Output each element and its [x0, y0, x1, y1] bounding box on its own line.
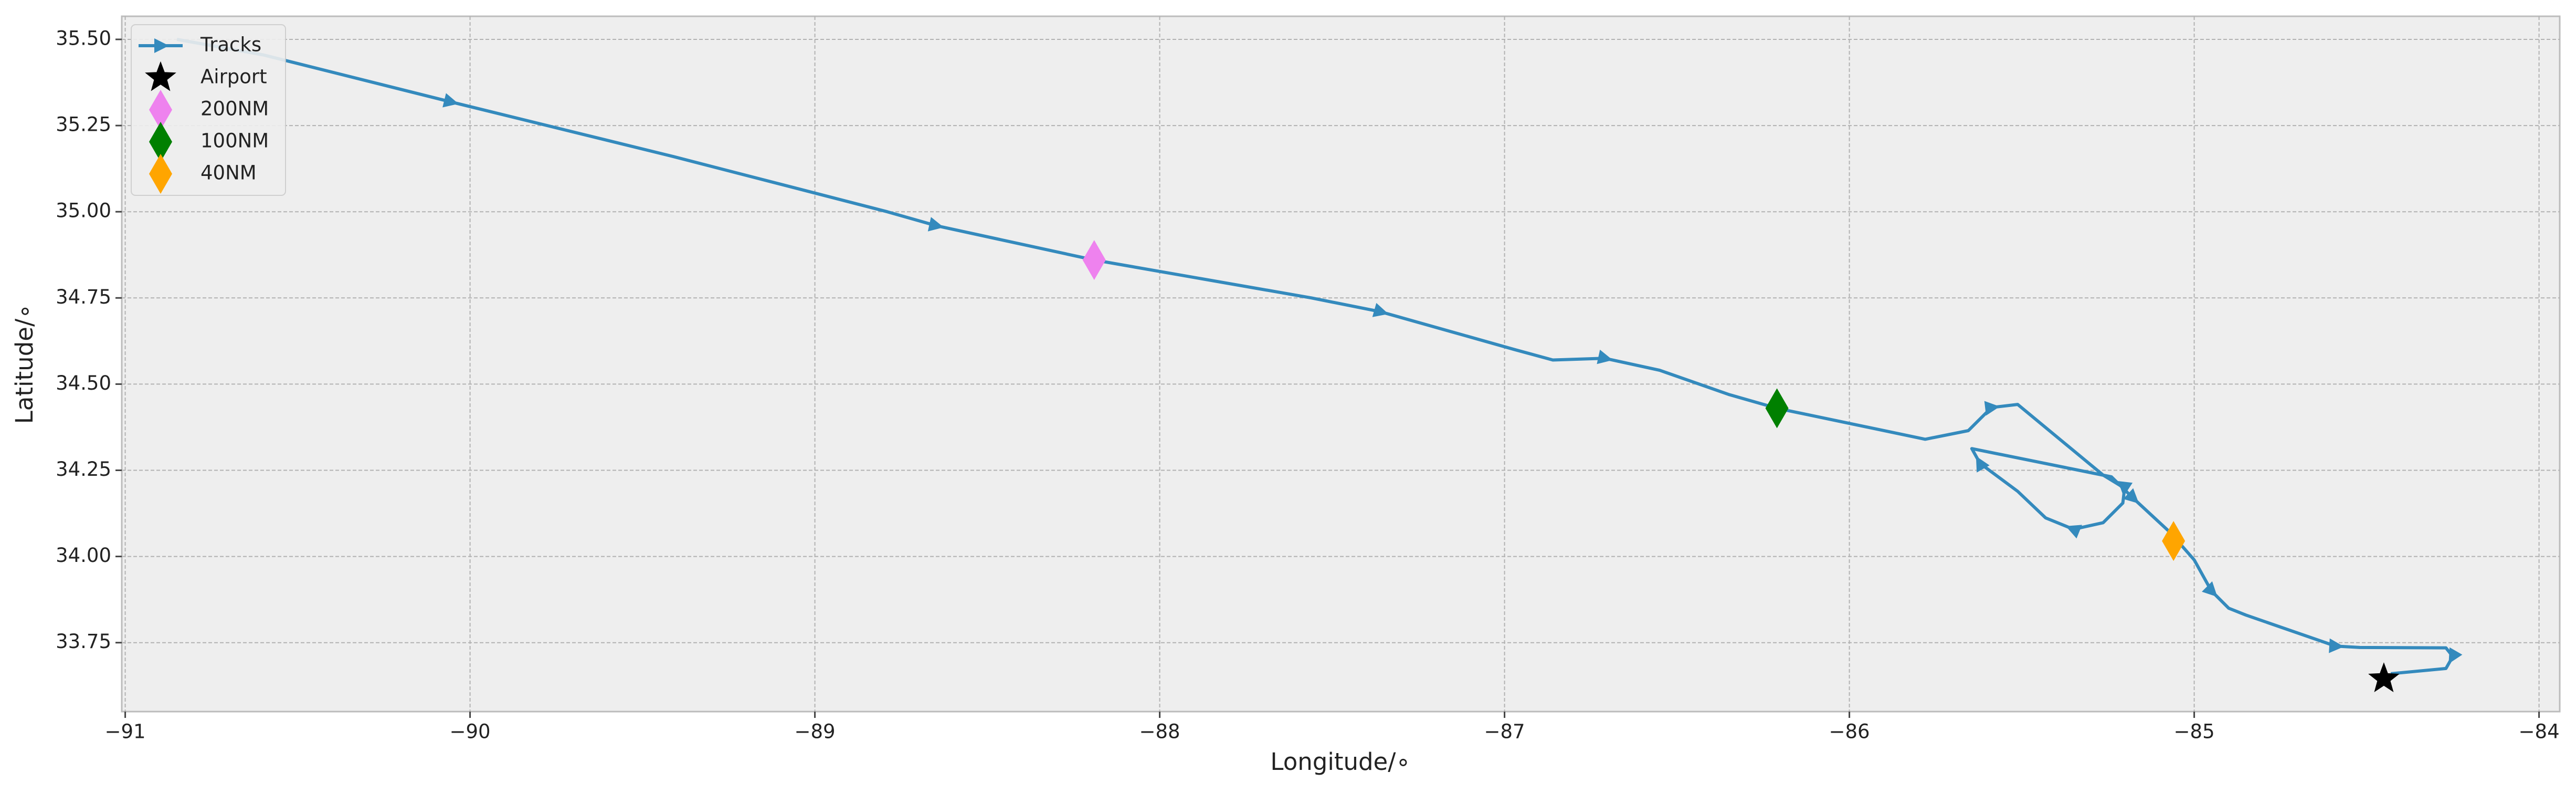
legend-label: Tracks — [200, 34, 261, 56]
x-tick-label: −91 — [105, 721, 146, 743]
y-tick-label: 34.25 — [56, 458, 111, 481]
range-marker — [2162, 521, 2186, 561]
x-tick-label: −89 — [795, 721, 836, 743]
x-axis-label: Longitude/∘ — [1270, 748, 1410, 776]
direction-marker — [442, 93, 459, 108]
y-axis-label: Latitude/∘ — [10, 304, 38, 424]
direction-marker — [1372, 302, 1389, 317]
direction-marker — [927, 217, 944, 232]
direction-marker — [2202, 581, 2218, 597]
direction-marker — [154, 38, 169, 53]
y-tick-label: 35.50 — [56, 27, 111, 49]
direction-marker — [1597, 349, 1613, 364]
range-marker — [149, 90, 172, 130]
x-tick-label: −85 — [2174, 721, 2215, 743]
y-tick-label: 35.25 — [56, 113, 111, 136]
direction-marker — [1976, 456, 1990, 473]
legend-label: Airport — [200, 66, 267, 88]
airport-marker — [2368, 662, 2400, 693]
plot-area — [121, 15, 2561, 713]
legend-label: 200NM — [200, 98, 269, 120]
legend-label: 100NM — [200, 130, 269, 152]
legend-label: 40NM — [200, 162, 257, 184]
y-tick-label: 34.75 — [56, 286, 111, 308]
x-tick-label: −88 — [1139, 721, 1180, 743]
y-tick-label: 33.75 — [56, 630, 111, 653]
x-tick-label: −90 — [450, 721, 491, 743]
direction-marker — [2065, 525, 2082, 539]
direction-marker — [1984, 401, 2000, 416]
direction-marker — [2448, 647, 2463, 664]
legend-box — [131, 24, 286, 196]
x-tick-label: −87 — [1484, 721, 1525, 743]
x-tick-label: −86 — [1829, 721, 1870, 743]
range-marker — [149, 122, 172, 162]
direction-marker — [2123, 488, 2139, 504]
y-tick-label: 34.50 — [56, 372, 111, 394]
range-marker — [1082, 240, 1106, 280]
direction-marker — [2118, 481, 2133, 497]
range-marker — [149, 154, 172, 194]
x-tick-label: −84 — [2519, 721, 2560, 743]
direction-marker — [2329, 638, 2344, 653]
y-tick-label: 35.00 — [56, 200, 111, 222]
range-marker — [1765, 388, 1789, 429]
airport-marker — [145, 61, 176, 91]
y-tick-label: 34.00 — [56, 544, 111, 567]
